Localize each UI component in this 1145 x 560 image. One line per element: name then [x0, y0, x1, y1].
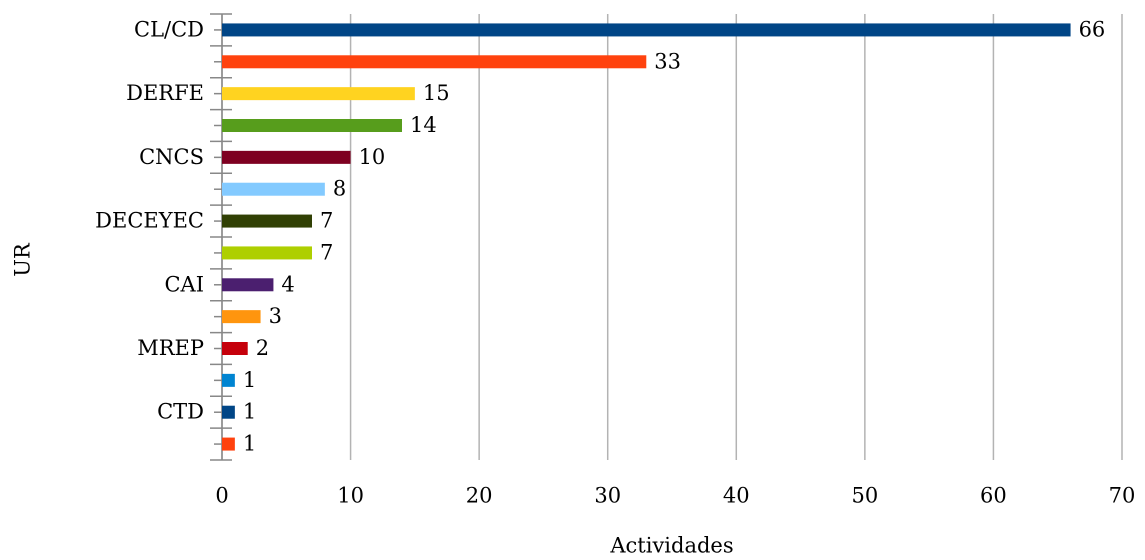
value-label: 15: [423, 81, 450, 105]
x-tick-label: 30: [594, 484, 621, 508]
y-tick-label: CL/CD: [134, 17, 204, 41]
y-tick-label: MREP: [137, 336, 204, 360]
x-tick-label: 0: [215, 484, 228, 508]
x-tick-label: 60: [980, 484, 1007, 508]
value-label: 1: [243, 432, 256, 456]
y-tick-label: CTD: [157, 400, 204, 424]
bar: [222, 182, 325, 196]
value-label: 2: [256, 336, 269, 360]
x-tick-label: 20: [466, 484, 493, 508]
x-tick-label: 10: [337, 484, 364, 508]
value-label: 1: [243, 368, 256, 392]
x-tick-label: 50: [851, 484, 878, 508]
bar: [222, 119, 402, 132]
value-label: 4: [281, 272, 294, 296]
x-axis-title: Actividades: [609, 534, 733, 558]
bar: [222, 23, 1071, 37]
bar: [222, 310, 261, 324]
y-tick-label: CAI: [164, 272, 204, 296]
value-label: 66: [1079, 17, 1106, 41]
bar: [222, 246, 312, 260]
y-axis-title: UR: [11, 242, 35, 277]
value-label: 14: [410, 113, 437, 137]
x-tick-label: 40: [723, 484, 750, 508]
value-label: 10: [359, 145, 386, 169]
value-label: 8: [333, 177, 346, 201]
bar: [222, 214, 312, 228]
bar: [222, 437, 235, 451]
value-label: 7: [320, 240, 333, 264]
bar: [222, 150, 351, 164]
value-label: 1: [243, 400, 256, 424]
bar: [222, 405, 235, 419]
y-tick-label: CNCS: [139, 145, 204, 169]
y-tick-label: DERFE: [126, 81, 204, 105]
bar: [222, 87, 415, 101]
value-label: 33: [654, 49, 681, 73]
x-tick-label: 70: [1109, 484, 1136, 508]
y-tick-label: DECEYEC: [95, 209, 204, 233]
value-label: 3: [269, 304, 282, 328]
bar: [222, 373, 235, 387]
value-label: 7: [320, 209, 333, 233]
bar: [222, 55, 647, 69]
bar: [222, 278, 274, 292]
bar: [222, 342, 248, 355]
